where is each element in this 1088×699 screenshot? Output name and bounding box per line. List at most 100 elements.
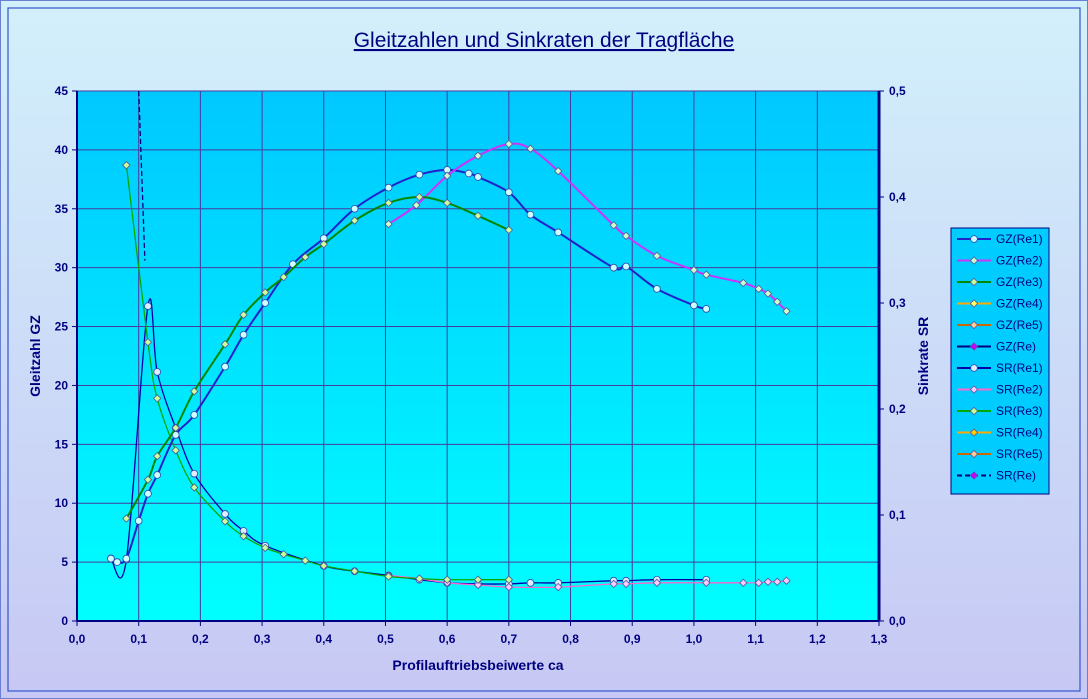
legend-label: SR(Re4) (996, 426, 1043, 440)
data-point (384, 219, 393, 229)
data-point (153, 368, 162, 376)
data-point (763, 577, 773, 586)
x-tick-label: 0,3 (254, 632, 271, 646)
series-layer (107, 90, 791, 592)
data-point (773, 577, 782, 586)
data-point (739, 278, 748, 288)
data-point (350, 567, 359, 576)
legend-item: GZ(Re) (957, 340, 1036, 354)
x-tick-label: 1,1 (747, 632, 764, 646)
data-point (609, 221, 618, 230)
legend-marker (969, 342, 979, 351)
data-point (505, 188, 513, 197)
legend-label: GZ(Re1) (996, 232, 1043, 246)
data-point (301, 252, 310, 262)
x-axis-label: Profilauftriebsbeiwerte ca (392, 657, 563, 673)
data-point (652, 578, 662, 588)
data-point (473, 211, 483, 221)
data-point (171, 423, 180, 433)
y2-tick-label: 0,1 (889, 508, 906, 522)
data-point (473, 575, 483, 584)
data-point (554, 228, 562, 237)
data-point (621, 579, 631, 589)
data-point (621, 231, 631, 241)
y2-axis-label: Sinkrate SR (915, 317, 931, 396)
data-point (689, 265, 699, 275)
data-point (652, 251, 662, 261)
data-point (473, 151, 483, 160)
legend-label: GZ(Re) (996, 340, 1036, 354)
data-point (122, 554, 131, 563)
plot-area (77, 91, 879, 621)
data-point (474, 173, 482, 181)
data-point (464, 169, 473, 178)
y-axis-label: Gleitzahl GZ (27, 315, 43, 397)
data-point (622, 262, 630, 271)
data-point (554, 166, 563, 176)
x-tick-label: 0,7 (501, 632, 518, 646)
data-point (122, 161, 131, 170)
data-point (190, 387, 199, 396)
data-point (754, 578, 763, 588)
legend-label: GZ(Re3) (996, 275, 1043, 289)
x-tick-label: 0,1 (130, 632, 147, 646)
data-point (144, 489, 152, 498)
data-point (239, 330, 248, 339)
data-point (415, 574, 424, 583)
legend-label: SR(Re3) (996, 404, 1043, 418)
data-point (773, 297, 782, 306)
legend-item: SR(Re1) (957, 361, 1043, 375)
y-tick-label: 30 (55, 261, 69, 275)
legend-label: GZ(Re2) (996, 254, 1043, 268)
series-line (125, 165, 509, 581)
data-point (412, 201, 421, 210)
data-point (171, 446, 180, 455)
data-point (739, 578, 748, 588)
data-point (143, 475, 153, 484)
legend-marker (969, 428, 979, 437)
data-point (153, 451, 162, 461)
data-point (442, 575, 452, 584)
data-point (350, 216, 359, 225)
data-point (690, 301, 698, 310)
legend-label: SR(Re5) (996, 447, 1043, 461)
data-point (190, 469, 199, 478)
data-point (143, 338, 153, 347)
data-point (702, 270, 711, 279)
data-point (279, 272, 288, 282)
x-tick-label: 1,2 (809, 632, 826, 646)
legend-marker (969, 471, 979, 480)
data-point (782, 307, 791, 316)
y2-tick-label: 0,5 (889, 84, 906, 98)
data-point (504, 139, 514, 149)
x-tick-label: 0,9 (624, 632, 641, 646)
data-point (653, 285, 661, 293)
data-point (113, 558, 121, 566)
series-sr-re3 (122, 161, 514, 584)
data-point (220, 340, 230, 349)
legend-item: GZ(Re5) (957, 318, 1043, 332)
y-tick-label: 5 (61, 555, 68, 569)
grid (76, 90, 880, 622)
data-point (702, 305, 711, 313)
data-point (239, 310, 248, 319)
data-point (609, 579, 618, 589)
chart-border (7, 7, 1081, 692)
data-point (609, 263, 618, 272)
legend-marker (969, 449, 979, 459)
data-point (504, 582, 514, 592)
data-point (319, 561, 328, 571)
data-point (319, 239, 328, 249)
y2-tick-label: 0,2 (889, 402, 906, 416)
y2-tick-label: 0,3 (889, 296, 906, 310)
data-point (190, 411, 199, 419)
data-point (504, 225, 514, 235)
y2-tick-label: 0,0 (889, 614, 906, 628)
y-tick-label: 45 (55, 84, 69, 98)
series-gz-re3 (122, 192, 514, 523)
data-point (415, 170, 424, 179)
legend-marker (969, 320, 979, 330)
data-point (221, 362, 229, 371)
y-tick-label: 10 (55, 496, 69, 510)
